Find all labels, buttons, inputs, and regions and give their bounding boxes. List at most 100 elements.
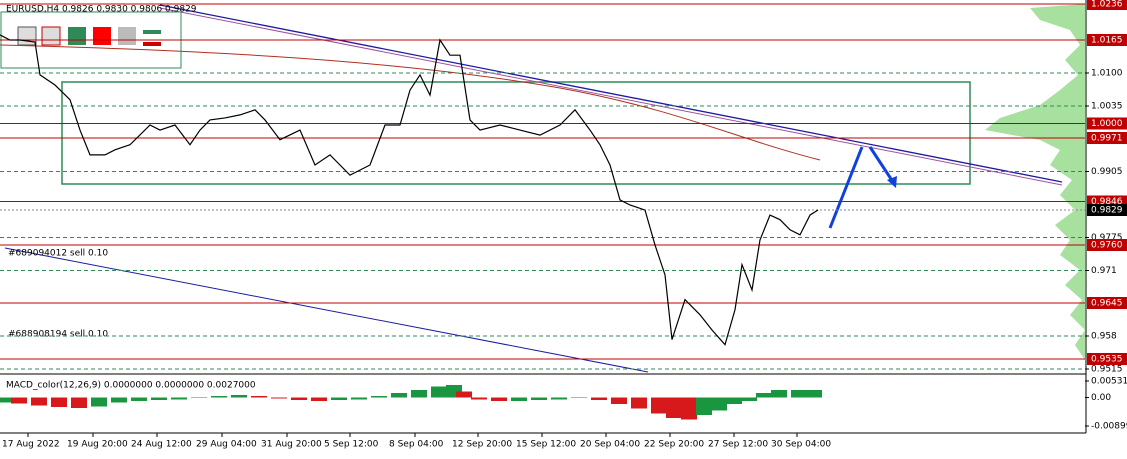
level-label: 1.0000: [1091, 119, 1123, 129]
x-tick-label: 29 Aug 04:00: [196, 440, 257, 450]
arrow-head: [887, 176, 897, 188]
macd-bar: [571, 397, 587, 398]
y-tick-label: 0.9775: [1091, 233, 1123, 243]
macd-bar: [456, 391, 472, 398]
macd-bar: [696, 397, 712, 416]
toolbar-button[interactable]: [143, 42, 161, 46]
macd-bar: [31, 397, 47, 406]
y-tick-label: 0.958: [1091, 332, 1117, 342]
macd-bar: [231, 395, 247, 398]
annotation: #688908194 sell 0.10: [8, 330, 108, 340]
macd-bar: [611, 397, 627, 405]
macd-bar: [71, 397, 87, 408]
x-tick-label: 17 Aug 2022: [2, 440, 60, 450]
macd-bar: [291, 397, 307, 401]
macd-bar: [11, 397, 27, 404]
toolbar-button[interactable]: [68, 27, 86, 45]
macd-bar: [631, 397, 647, 409]
level-label: 0.9846: [1091, 197, 1123, 207]
trend-line: [159, 4, 1063, 183]
toolbar-button[interactable]: [41, 26, 61, 46]
macd-bar: [351, 397, 367, 400]
level-label: 0.9760: [1091, 240, 1123, 250]
toolbar-button[interactable]: [93, 27, 111, 45]
macd-bar: [431, 386, 447, 398]
x-tick-label: 20 Sep 04:00: [580, 440, 640, 450]
y-tick-label: 1.0100: [1091, 68, 1123, 78]
x-tick-label: 30 Sep 04:00: [771, 440, 831, 450]
macd-bar: [171, 397, 187, 400]
x-tick-label: 24 Aug 12:00: [131, 440, 192, 450]
macd-bar: [666, 397, 682, 419]
macd-bar: [371, 396, 387, 398]
level-label: 0.9535: [1091, 354, 1123, 364]
annotation: #689094012 sell 0.10: [8, 249, 108, 259]
macd-bar: [411, 389, 427, 398]
macd-bar: [0, 397, 12, 403]
level-label-bg: [1087, 0, 1127, 11]
macd-bar: [651, 397, 667, 414]
level-label: 1.0236: [1091, 0, 1123, 10]
level-label-bg: [1087, 33, 1127, 46]
macd-bar: [191, 396, 207, 398]
macd-bar: [791, 389, 807, 398]
x-tick-label: 19 Aug 20:00: [67, 440, 128, 450]
macd-bar: [491, 397, 507, 401]
macd-bar: [131, 397, 147, 401]
level-label-bg: [1087, 238, 1127, 251]
level-label-bg: [1087, 117, 1127, 130]
macd-bar: [806, 389, 822, 398]
macd-bar: [51, 397, 67, 408]
macd-bar: [311, 397, 327, 401]
macd-bar: [551, 397, 567, 400]
macd-bar: [726, 397, 742, 405]
macd-bar: [756, 393, 772, 398]
y-tick-label: -0.00899: [1091, 421, 1127, 431]
level-label: 1.0165: [1091, 35, 1123, 45]
level-label: 0.9971: [1091, 134, 1123, 144]
volume-profile: [985, 4, 1085, 360]
trend-line: [4, 247, 649, 373]
macd-bar: [331, 397, 347, 401]
level-label-bg: [1087, 297, 1127, 310]
y-tick-label: 0.00: [1091, 393, 1111, 403]
macd-bar: [391, 393, 407, 398]
macd-bar: [771, 389, 787, 398]
macd-bar: [251, 396, 267, 398]
toolbar-button[interactable]: [118, 27, 136, 45]
level-label-bg: [1087, 352, 1127, 365]
macd-bar: [111, 397, 127, 403]
trend-line: [159, 7, 1063, 186]
x-tick-label: 12 Sep 20:00: [452, 440, 512, 450]
macd-bar: [271, 397, 287, 399]
macd-bar: [681, 397, 697, 420]
x-tick-label: 27 Sep 12:00: [708, 440, 768, 450]
macd-bar: [531, 397, 547, 401]
macd-bar: [711, 397, 727, 411]
price-line: [0, 34, 819, 346]
y-tick-label: 0.005317: [1091, 377, 1127, 387]
level-label: 0.9645: [1091, 299, 1123, 309]
chart-title: EURUSD,H4 0.9826 0.9830 0.9806 0.9829: [6, 5, 197, 15]
x-tick-label: 22 Sep 20:00: [644, 440, 704, 450]
macd-bar: [211, 396, 227, 398]
current-price-label: 0.9829: [1091, 206, 1123, 216]
toolbar-button[interactable]: [143, 30, 161, 34]
y-tick-label: 0.9515: [1091, 364, 1123, 374]
x-tick-label: 8 Sep 04:00: [389, 440, 444, 450]
range-box: [61, 81, 971, 185]
moving-average: [0, 44, 821, 161]
macd-bar: [91, 397, 107, 407]
y-tick-label: 1.0035: [1091, 101, 1123, 111]
x-tick-label: 31 Aug 20:00: [261, 440, 322, 450]
macd-bar: [511, 397, 527, 401]
y-tick-label: 0.971: [1091, 266, 1117, 276]
macd-bar: [151, 397, 167, 401]
current-price-bg: [1087, 204, 1127, 217]
y-tick-label: 0.9905: [1091, 167, 1123, 177]
x-tick-label: 5 Sep 12:00: [324, 440, 379, 450]
x-tick-label: 15 Sep 12:00: [516, 440, 576, 450]
macd-bar: [591, 397, 607, 401]
